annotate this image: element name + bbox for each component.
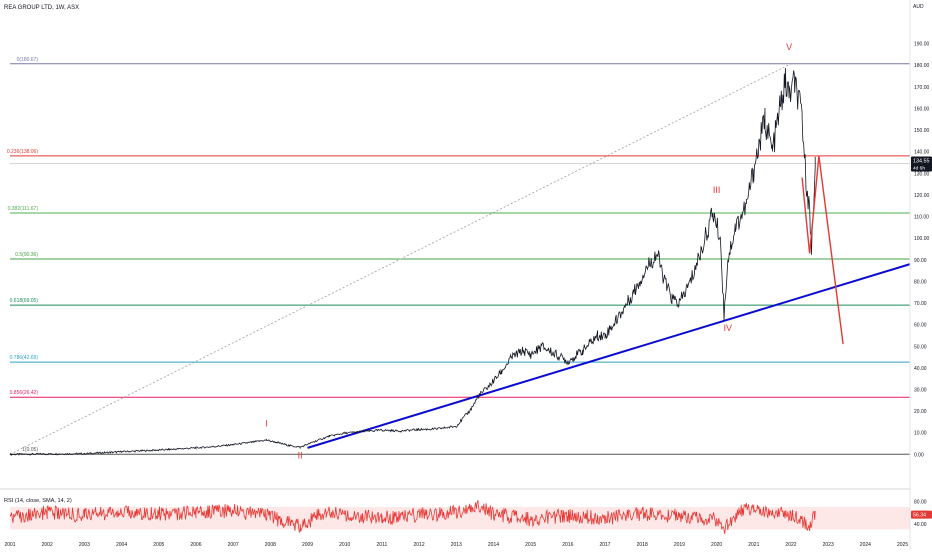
fib-level-label: 0.5(90.36) <box>15 252 38 258</box>
y-axis-tick-label: 150.00 <box>914 128 930 134</box>
y-axis-tick-label: 70.00 <box>914 301 927 307</box>
y-axis-tick-label: 100.00 <box>914 236 930 242</box>
x-axis-tick-label: 2012 <box>414 542 425 548</box>
wave-label: I <box>265 418 268 428</box>
fib-diagonal-line <box>9 63 792 455</box>
y-axis-tick-label: 190.00 <box>914 42 930 48</box>
y-axis-tick-label: 60.00 <box>914 323 927 329</box>
rsi-series <box>9 500 816 534</box>
x-axis-tick-label: 2004 <box>116 542 127 548</box>
wave-label: II <box>298 451 303 461</box>
x-axis-tick-label: 2022 <box>785 542 796 548</box>
trend-line[interactable] <box>307 263 911 449</box>
y-axis-tick-label: 180.00 <box>914 63 930 69</box>
wave-label: IV <box>724 323 733 333</box>
bar-countdown: 4d 6h <box>913 166 925 172</box>
rsi-value: 56.34 <box>913 513 926 519</box>
wave-label: III <box>713 185 721 195</box>
fib-levels: 0(180.67) 0.236(138.06) 0.382(111.67) 0.5(9… <box>7 57 910 455</box>
x-axis-tick-label: 2003 <box>79 542 90 548</box>
x-axis-tick-label: 2024 <box>860 542 871 548</box>
rsi-axis-tick-label: 80.00 <box>914 499 927 505</box>
fib-level-label: 0.856(26.42) <box>10 390 39 396</box>
fib-level-label: 1(0.05) <box>22 447 38 453</box>
rsi-title[interactable]: RSI (14, close, SMA, 14, 2) <box>4 498 72 504</box>
x-axis-tick-label: 2006 <box>190 542 201 548</box>
y-axis-tick-label: 120.00 <box>914 193 930 199</box>
y-axis-tick-label: 140.00 <box>914 150 930 156</box>
symbol-title[interactable]: REA GROUP LTD, 1W, ASX <box>4 5 79 11</box>
x-axis-tick-label: 2020 <box>711 542 722 548</box>
fib-level-label: 0.382(111.67) <box>8 206 39 212</box>
x-axis-tick-label: 2013 <box>451 542 462 548</box>
rsi-badge-bg <box>911 510 932 519</box>
wave-label: V <box>786 42 792 52</box>
x-axis-tick-label: 2002 <box>42 542 53 548</box>
fib-level-label: 0(180.67) <box>17 57 39 63</box>
last-price-badge[interactable]: 134.55 4d 6h <box>911 156 932 172</box>
axes: 0.00 10.00 20.00 30.00 40.00 50.00 60.00 70.00 8… <box>4 42 929 548</box>
x-axis-tick-label: 2021 <box>748 542 759 548</box>
x-axis-tick-label: 2018 <box>637 542 648 548</box>
x-axis-tick-label: 2009 <box>302 542 313 548</box>
y-axis-tick-label: 90.00 <box>914 258 927 264</box>
projection-path[interactable] <box>801 155 844 345</box>
y-axis-tick-label: 130.00 <box>914 171 930 177</box>
fib-diagonal <box>9 63 792 455</box>
y-axis-tick-label: 50.00 <box>914 344 927 350</box>
price-line <box>9 67 816 456</box>
x-axis-tick-label: 2016 <box>562 542 573 548</box>
y-axis-tick-label: 160.00 <box>914 106 930 112</box>
fib-level-label: 0.618(69.05) <box>10 298 39 304</box>
x-axis-tick-label: 2005 <box>153 542 164 548</box>
x-axis-tick-label: 2007 <box>228 542 239 548</box>
y-axis-tick-label: 10.00 <box>914 431 927 437</box>
y-axis-tick-label: 40.00 <box>914 366 927 372</box>
last-price-badge-bg <box>911 156 932 172</box>
x-axis-tick-label: 2014 <box>488 542 499 548</box>
rsi-value-badge: 56.34 <box>911 510 932 519</box>
y-axis-tick-label: 80.00 <box>914 279 927 285</box>
currency-label: AUD <box>913 4 924 10</box>
rsi-line <box>9 500 816 534</box>
fib-level-label: 0.786(42.69) <box>10 355 39 361</box>
x-axis-tick-label: 2017 <box>599 542 610 548</box>
y-axis-tick-label: 20.00 <box>914 409 927 415</box>
rsi-axis-tick-label: 40.00 <box>914 522 927 528</box>
projection-path-line[interactable] <box>801 155 844 345</box>
price-series <box>9 67 816 456</box>
x-axis-tick-label: 2015 <box>525 542 536 548</box>
support-trend-line[interactable] <box>307 263 911 449</box>
y-axis-tick-label: 110.00 <box>914 215 929 221</box>
fib-level-label: 0.236(138.06) <box>7 149 38 155</box>
y-axis-tick-label: 170.00 <box>914 85 930 91</box>
x-axis-tick-label: 2011 <box>377 542 388 548</box>
x-axis-tick-label: 2008 <box>265 542 276 548</box>
x-axis-tick-label: 2010 <box>339 542 350 548</box>
x-axis-tick-label: 2025 <box>897 542 908 548</box>
last-price-value: 134.55 <box>913 159 930 165</box>
x-axis-tick-label: 2001 <box>4 542 15 548</box>
x-axis-tick-label: 2023 <box>823 542 834 548</box>
y-axis-tick-label: 30.00 <box>914 388 927 394</box>
x-axis-tick-label: 2019 <box>674 542 685 548</box>
y-axis-tick-label: 0.00 <box>914 452 924 458</box>
